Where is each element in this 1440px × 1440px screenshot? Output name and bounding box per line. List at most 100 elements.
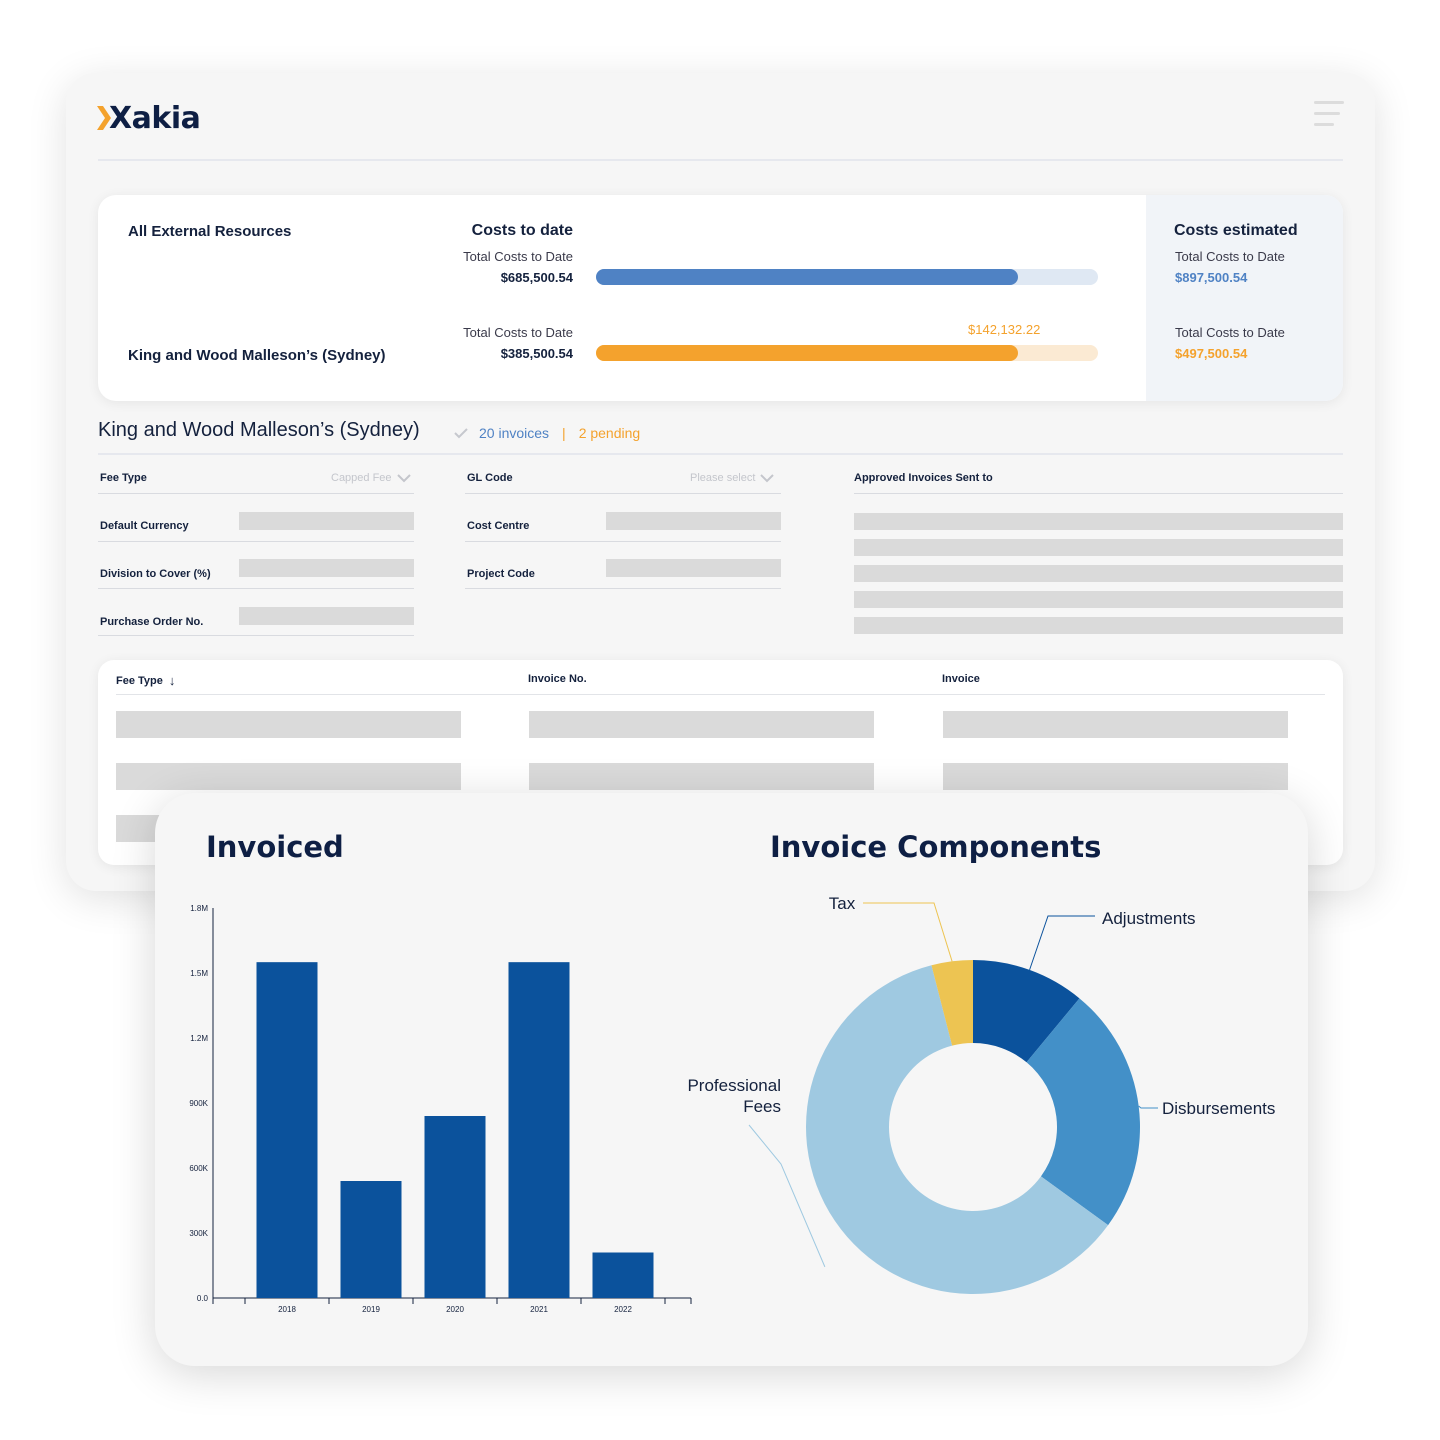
slice-label: Adjustments (1102, 909, 1196, 928)
row2-overflow-label: $142,132.22 (968, 322, 1041, 337)
gl-code-label: GL Code (467, 472, 513, 484)
leader-line (863, 902, 953, 962)
sort-down-icon: ↓ (168, 673, 176, 688)
y-tick-label: 900K (189, 1099, 208, 1108)
gl-code-select[interactable]: Please select (690, 472, 775, 484)
fee-type-label: Fee Type (100, 472, 147, 484)
purchase-order-label: Purchase Order No. (100, 616, 204, 628)
row2-sub-label: Total Costs to Date (463, 325, 573, 340)
x-tick-label: 2018 (278, 1305, 296, 1314)
chevron-down-icon (396, 473, 411, 482)
project-code-label: Project Code (467, 568, 535, 580)
donut-chart-title: Invoice Components (770, 830, 1102, 864)
row1-estimate-sub-label: Total Costs to Date (1175, 249, 1285, 264)
invoices-count-link[interactable]: 20 invoices (479, 425, 550, 441)
leader-line (1138, 1105, 1158, 1109)
bar-chart-title: Invoiced (206, 830, 344, 864)
y-tick-label: 1.2M (190, 1034, 208, 1043)
main-window: Xakia All External Resources King and Wo… (66, 73, 1375, 891)
logo-text: Xakia (109, 100, 201, 136)
division-to-cover-label: Division to Cover (%) (100, 568, 211, 580)
donut-slice (806, 965, 1109, 1294)
chevron-logo-icon (97, 106, 111, 130)
check-icon (454, 428, 468, 439)
gl-code-value: Please select (690, 472, 756, 484)
invoice-status-meta: 20 invoices | 2 pending (453, 425, 640, 441)
all-resources-label: All External Resources (128, 223, 292, 240)
approved-sent-to-label: Approved Invoices Sent to (854, 472, 993, 484)
hamburger-menu-icon[interactable] (1314, 101, 1344, 131)
x-tick-label: 2021 (530, 1305, 548, 1314)
pending-count-link[interactable]: 2 pending (578, 425, 641, 441)
slice-label: Professional Fees (687, 1076, 781, 1116)
row2-progress-bar (596, 345, 1098, 361)
firm-section-title: King and Wood Malleson’s (Sydney) (98, 419, 420, 441)
row2-progress-fill (596, 345, 1018, 361)
logo[interactable]: Xakia (97, 100, 201, 136)
donut-slice (973, 960, 1080, 1063)
table-cell (943, 711, 1288, 738)
row1-progress-fill (596, 269, 1018, 285)
row1-estimate-value: $897,500.54 (1175, 270, 1248, 285)
costs-summary-card: All External Resources King and Wood Mal… (98, 195, 1343, 401)
donut-slice (931, 960, 973, 1046)
cost-centre-label: Cost Centre (467, 520, 530, 532)
x-tick-label: 2019 (362, 1305, 380, 1314)
row2-estimate-value: $497,500.54 (1175, 346, 1248, 361)
x-tick-label: 2022 (614, 1305, 632, 1314)
default-currency-input[interactable] (239, 512, 414, 530)
donut-slice (1026, 998, 1140, 1226)
row1-sub-label: Total Costs to Date (463, 249, 573, 264)
header-divider (98, 159, 1343, 161)
leader-line (1029, 915, 1095, 971)
y-tick-label: 1.8M (190, 904, 208, 913)
bar (508, 962, 570, 1298)
approved-recipient-row[interactable] (854, 539, 1343, 556)
approved-recipient-row[interactable] (854, 565, 1343, 582)
approved-recipient-row[interactable] (854, 513, 1343, 530)
row2-value: $385,500.54 (500, 346, 573, 361)
meta-separator: | (562, 425, 566, 441)
row2-estimate-sub-label: Total Costs to Date (1175, 325, 1285, 340)
fee-type-value: Capped Fee (331, 472, 392, 484)
col-invoice-no-header[interactable]: Invoice No. (528, 673, 587, 685)
charts-card: Invoiced Invoice Components 0.0 300K 600K 9… (155, 793, 1308, 1366)
y-tick-label: 0.0 (197, 1294, 209, 1303)
costs-to-date-heading: Costs to date (471, 222, 573, 239)
bar (256, 962, 318, 1298)
leader-line (748, 1124, 826, 1268)
table-cell (529, 763, 874, 790)
y-tick-label: 600K (189, 1164, 208, 1173)
bar (592, 1252, 654, 1298)
row1-value: $685,500.54 (500, 270, 573, 285)
approved-recipient-row[interactable] (854, 617, 1343, 634)
division-to-cover-input[interactable] (239, 559, 414, 577)
row1-progress-bar (596, 269, 1098, 285)
table-cell (116, 711, 461, 738)
table-cell (943, 763, 1288, 790)
slice-label: Tax (829, 894, 856, 913)
default-currency-label: Default Currency (100, 520, 189, 532)
col-fee-type-header[interactable]: Fee Type ↓ (116, 673, 175, 688)
project-code-input[interactable] (606, 559, 781, 577)
chevron-down-icon (760, 473, 775, 482)
y-tick-label: 1.5M (190, 969, 208, 978)
y-tick-label: 300K (189, 1229, 208, 1238)
firm-section-divider (98, 453, 1343, 455)
x-tick-label: 2020 (446, 1305, 464, 1314)
bar (340, 1181, 402, 1298)
bar (424, 1116, 486, 1298)
table-cell (116, 763, 461, 790)
firm-label: King and Wood Malleson’s (Sydney) (128, 347, 386, 364)
costs-estimated-panel (1146, 195, 1343, 401)
col-invoice-header[interactable]: Invoice (942, 673, 980, 685)
fee-type-select[interactable]: Capped Fee (331, 472, 411, 484)
slice-label: Disbursements (1162, 1099, 1275, 1118)
costs-estimated-heading: Costs estimated (1174, 222, 1298, 239)
cost-centre-input[interactable] (606, 512, 781, 530)
approved-recipient-row[interactable] (854, 591, 1343, 608)
col-fee-type-label: Fee Type (116, 674, 163, 687)
purchase-order-input[interactable] (239, 607, 414, 625)
charts-canvas: 0.0 300K 600K 900K 1.2M 1.5M 1.8M 2018 2019 2020 2… (189, 894, 1275, 1314)
table-cell (529, 711, 874, 738)
